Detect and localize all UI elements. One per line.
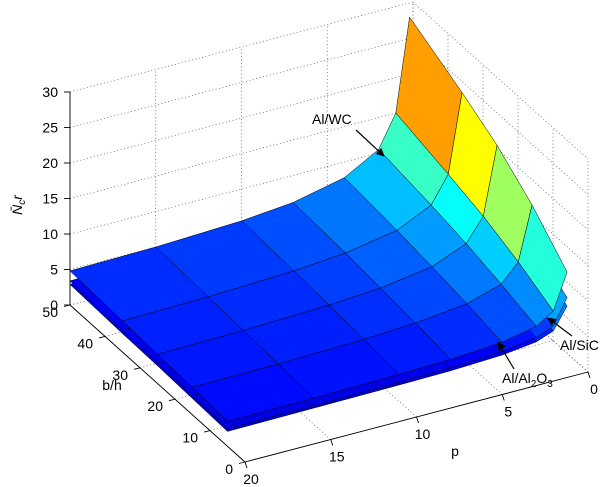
grid-line — [412, 214, 589, 373]
annotations: Al/WC Al/SiC Al/Al2O3 — [312, 111, 599, 390]
z-tick-label: 0 — [50, 297, 58, 313]
x-tick-label: 5 — [504, 404, 512, 420]
z-tick-label: 30 — [42, 84, 58, 100]
annotation-part: Al/Al — [502, 370, 531, 386]
x-tick — [330, 439, 334, 446]
annotation: Al/WC — [312, 111, 352, 127]
grid-line — [155, 282, 331, 440]
x-tick-label: 0 — [590, 381, 598, 397]
grid-line — [327, 237, 503, 395]
z-tick-label: 20 — [42, 155, 58, 171]
y-tick — [168, 398, 176, 402]
y-axis-label: b/h — [102, 377, 121, 393]
z-tick-label: 25 — [42, 120, 58, 136]
z-label-part: r — [9, 194, 25, 200]
z-tick-label: 5 — [50, 262, 58, 278]
y-tick-label: 30 — [112, 367, 128, 383]
y-tick — [133, 367, 141, 370]
y-tick — [238, 461, 246, 464]
annotation-arrow — [497, 341, 515, 370]
surface-patch — [192, 363, 314, 422]
y-tick — [98, 335, 106, 339]
annotation: Al/SiC — [560, 337, 599, 353]
z-tick-label: 10 — [42, 226, 58, 242]
x-axis-label: p — [451, 443, 459, 459]
y-tick-label: 50 — [42, 304, 58, 320]
annotation-arrow — [547, 317, 573, 337]
grid-line — [412, 1, 589, 160]
annotation-part: 3 — [547, 379, 553, 390]
annotation-arrow — [355, 129, 385, 157]
annotation-part: O — [536, 370, 547, 386]
y-tick-label: 0 — [225, 461, 233, 477]
y-axis — [69, 304, 246, 463]
x-tick-label: 15 — [329, 449, 345, 465]
grid-line — [241, 259, 417, 418]
annotation-part: 2 — [531, 379, 537, 390]
annotation-part: Al/SiC — [560, 337, 599, 353]
surface — [69, 16, 568, 432]
annotation: Al/Al2O3 — [502, 370, 553, 390]
z-label-part: c — [17, 200, 28, 205]
annotation-part: Al/WC — [312, 111, 352, 127]
y-tick-label: 40 — [77, 335, 93, 351]
z-label-part: N̄ — [9, 204, 25, 215]
x-tick-label: 20 — [243, 471, 259, 487]
y-tick-label: 10 — [182, 430, 198, 446]
x-tick — [244, 461, 248, 469]
grid-line — [69, 37, 414, 128]
x-tick — [501, 394, 505, 401]
x-tick — [416, 416, 419, 424]
z-axis-label: N̄cr — [9, 194, 28, 215]
y-tick-label: 20 — [147, 398, 163, 414]
x-tick-label: 10 — [415, 426, 431, 442]
grid-line — [69, 72, 414, 164]
z-tick-label: 15 — [42, 191, 58, 207]
y-tick — [203, 430, 211, 433]
x-tick — [587, 371, 591, 379]
